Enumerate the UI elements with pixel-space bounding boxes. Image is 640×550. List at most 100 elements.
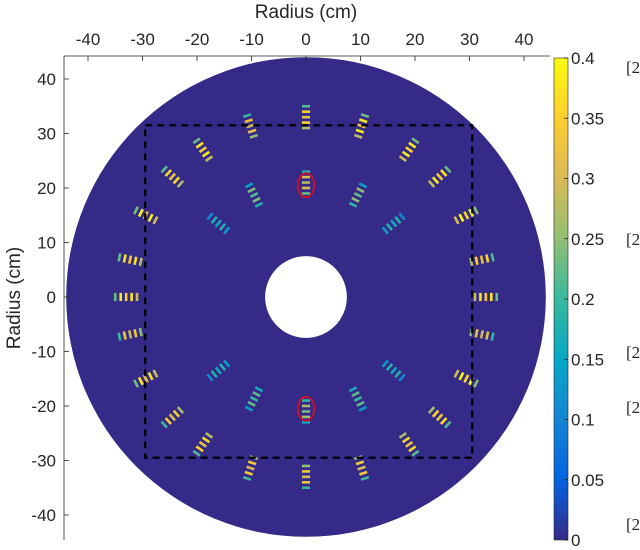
hotspot-segment [242, 475, 252, 481]
hotspot [427, 406, 452, 429]
dashed-square [144, 124, 474, 459]
hotspot-segment [201, 150, 211, 158]
colorbar-tick-label: 0.35 [571, 109, 604, 128]
colorbar-tick-label: 0.15 [571, 350, 604, 369]
hotspot-segment [152, 369, 159, 378]
side-annotation: [2 [626, 515, 640, 534]
hotspot-segment [356, 400, 365, 407]
hotspot-segment [394, 370, 402, 379]
hotspot-segment [435, 413, 444, 422]
x-tick-label: 0 [301, 30, 310, 49]
hotspot-segment [385, 222, 394, 231]
hotspot-segment [168, 172, 177, 181]
hotspot-segment [137, 376, 144, 386]
hotspot-segment [252, 391, 261, 398]
hotspot-segment [246, 123, 255, 129]
highlight-ellipse [296, 172, 316, 199]
hotspot [301, 170, 311, 195]
hotspot-segment [394, 215, 402, 224]
hotspot [160, 406, 185, 429]
hotspot [242, 113, 259, 139]
y-tick-label: -30 [31, 452, 56, 471]
hotspot-segment [247, 400, 256, 407]
hotspot [381, 359, 406, 382]
hotspot-segment [127, 255, 133, 264]
axes: -40 -30 -20 -10 0 10 20 30 40 40 30 20 10 0 -10 -20 -30 -… [31, 30, 550, 540]
hotspot-segment [168, 413, 177, 422]
hotspot-segment [247, 128, 257, 134]
hotspot-segment [244, 470, 254, 476]
hotspot [301, 399, 311, 424]
hotspot-segment [252, 196, 261, 203]
hotspot-segment [218, 222, 227, 231]
hotspot [348, 386, 368, 412]
colorbar-tick-label: 0.25 [571, 230, 604, 249]
hotspot-segment [205, 155, 214, 163]
hotspot-segment [133, 328, 138, 338]
hotspot [206, 212, 231, 235]
hotspot-segment [254, 201, 264, 208]
hotspot-segment [214, 366, 222, 375]
hotspot [244, 386, 264, 412]
hotspot-segment [133, 206, 140, 215]
hotspot-segment [348, 201, 358, 208]
hotspot-segment [405, 440, 414, 448]
hotspot-segment [479, 330, 485, 339]
y-tick-label: 0 [47, 288, 56, 307]
hotspot-segment [122, 331, 127, 340]
hotspot-segment [117, 253, 122, 262]
hotspot-segment [485, 254, 490, 263]
hotspot-segment [431, 176, 440, 185]
y-tick-label: -10 [31, 343, 56, 362]
hotspot-segment [249, 133, 259, 139]
hotspot [353, 113, 370, 139]
colorbar-tick-label: 0 [571, 531, 580, 550]
hotspot-segment [195, 141, 204, 149]
hotspot-segment [474, 256, 479, 266]
colorbar-tick-label: 0.4 [571, 49, 595, 68]
hotspot-segment [137, 208, 144, 218]
hotspot-segment [490, 253, 495, 262]
hotspot-segment [246, 465, 255, 471]
hotspot-segment [390, 219, 398, 228]
hotspot-segment [147, 213, 154, 223]
hotspot-segment [218, 363, 227, 372]
hotspot-segment [210, 215, 218, 224]
hotspot-segment [223, 226, 231, 235]
hotspot [301, 464, 311, 490]
y-tick-label: 40 [37, 70, 56, 89]
hotspot-segment [444, 165, 452, 174]
hotspot-segment [206, 212, 214, 221]
hotspot-segment [117, 332, 122, 341]
hotspot [192, 137, 214, 163]
hotspot-segment [254, 386, 264, 393]
hotspot-segment [444, 420, 452, 429]
hotspot-segment [357, 465, 366, 471]
hotspot-segment [398, 431, 407, 439]
hotspot-segment [381, 359, 389, 368]
hotspot-segment [201, 436, 211, 444]
hotspot-segment [210, 370, 218, 379]
hotspot-segment [133, 256, 138, 266]
x-tick-label: 10 [351, 30, 370, 49]
hotspot-segment [427, 180, 436, 188]
x-tick-label: -20 [185, 30, 210, 49]
hotspot-segment [195, 445, 204, 453]
hotspot [398, 137, 420, 163]
hotspot [398, 431, 420, 457]
hotspot-segment [244, 405, 254, 412]
y-tick-label: 20 [37, 179, 56, 198]
hotspot-segment [138, 327, 143, 337]
hotspot-segment [453, 369, 460, 378]
hotspot-segment [160, 165, 168, 174]
hotspot [117, 327, 143, 341]
hotspot-segment [358, 470, 368, 476]
colorbar-tick-label: 0.2 [571, 290, 595, 309]
hotspot-segment [244, 118, 254, 124]
plot-area [66, 57, 546, 537]
x-tick-label: -40 [76, 30, 101, 49]
hotspot [473, 292, 499, 302]
hotspot-segment [490, 332, 495, 341]
x-axis-label: Radius (cm) [255, 2, 357, 23]
x-tick-label: 20 [406, 30, 425, 49]
